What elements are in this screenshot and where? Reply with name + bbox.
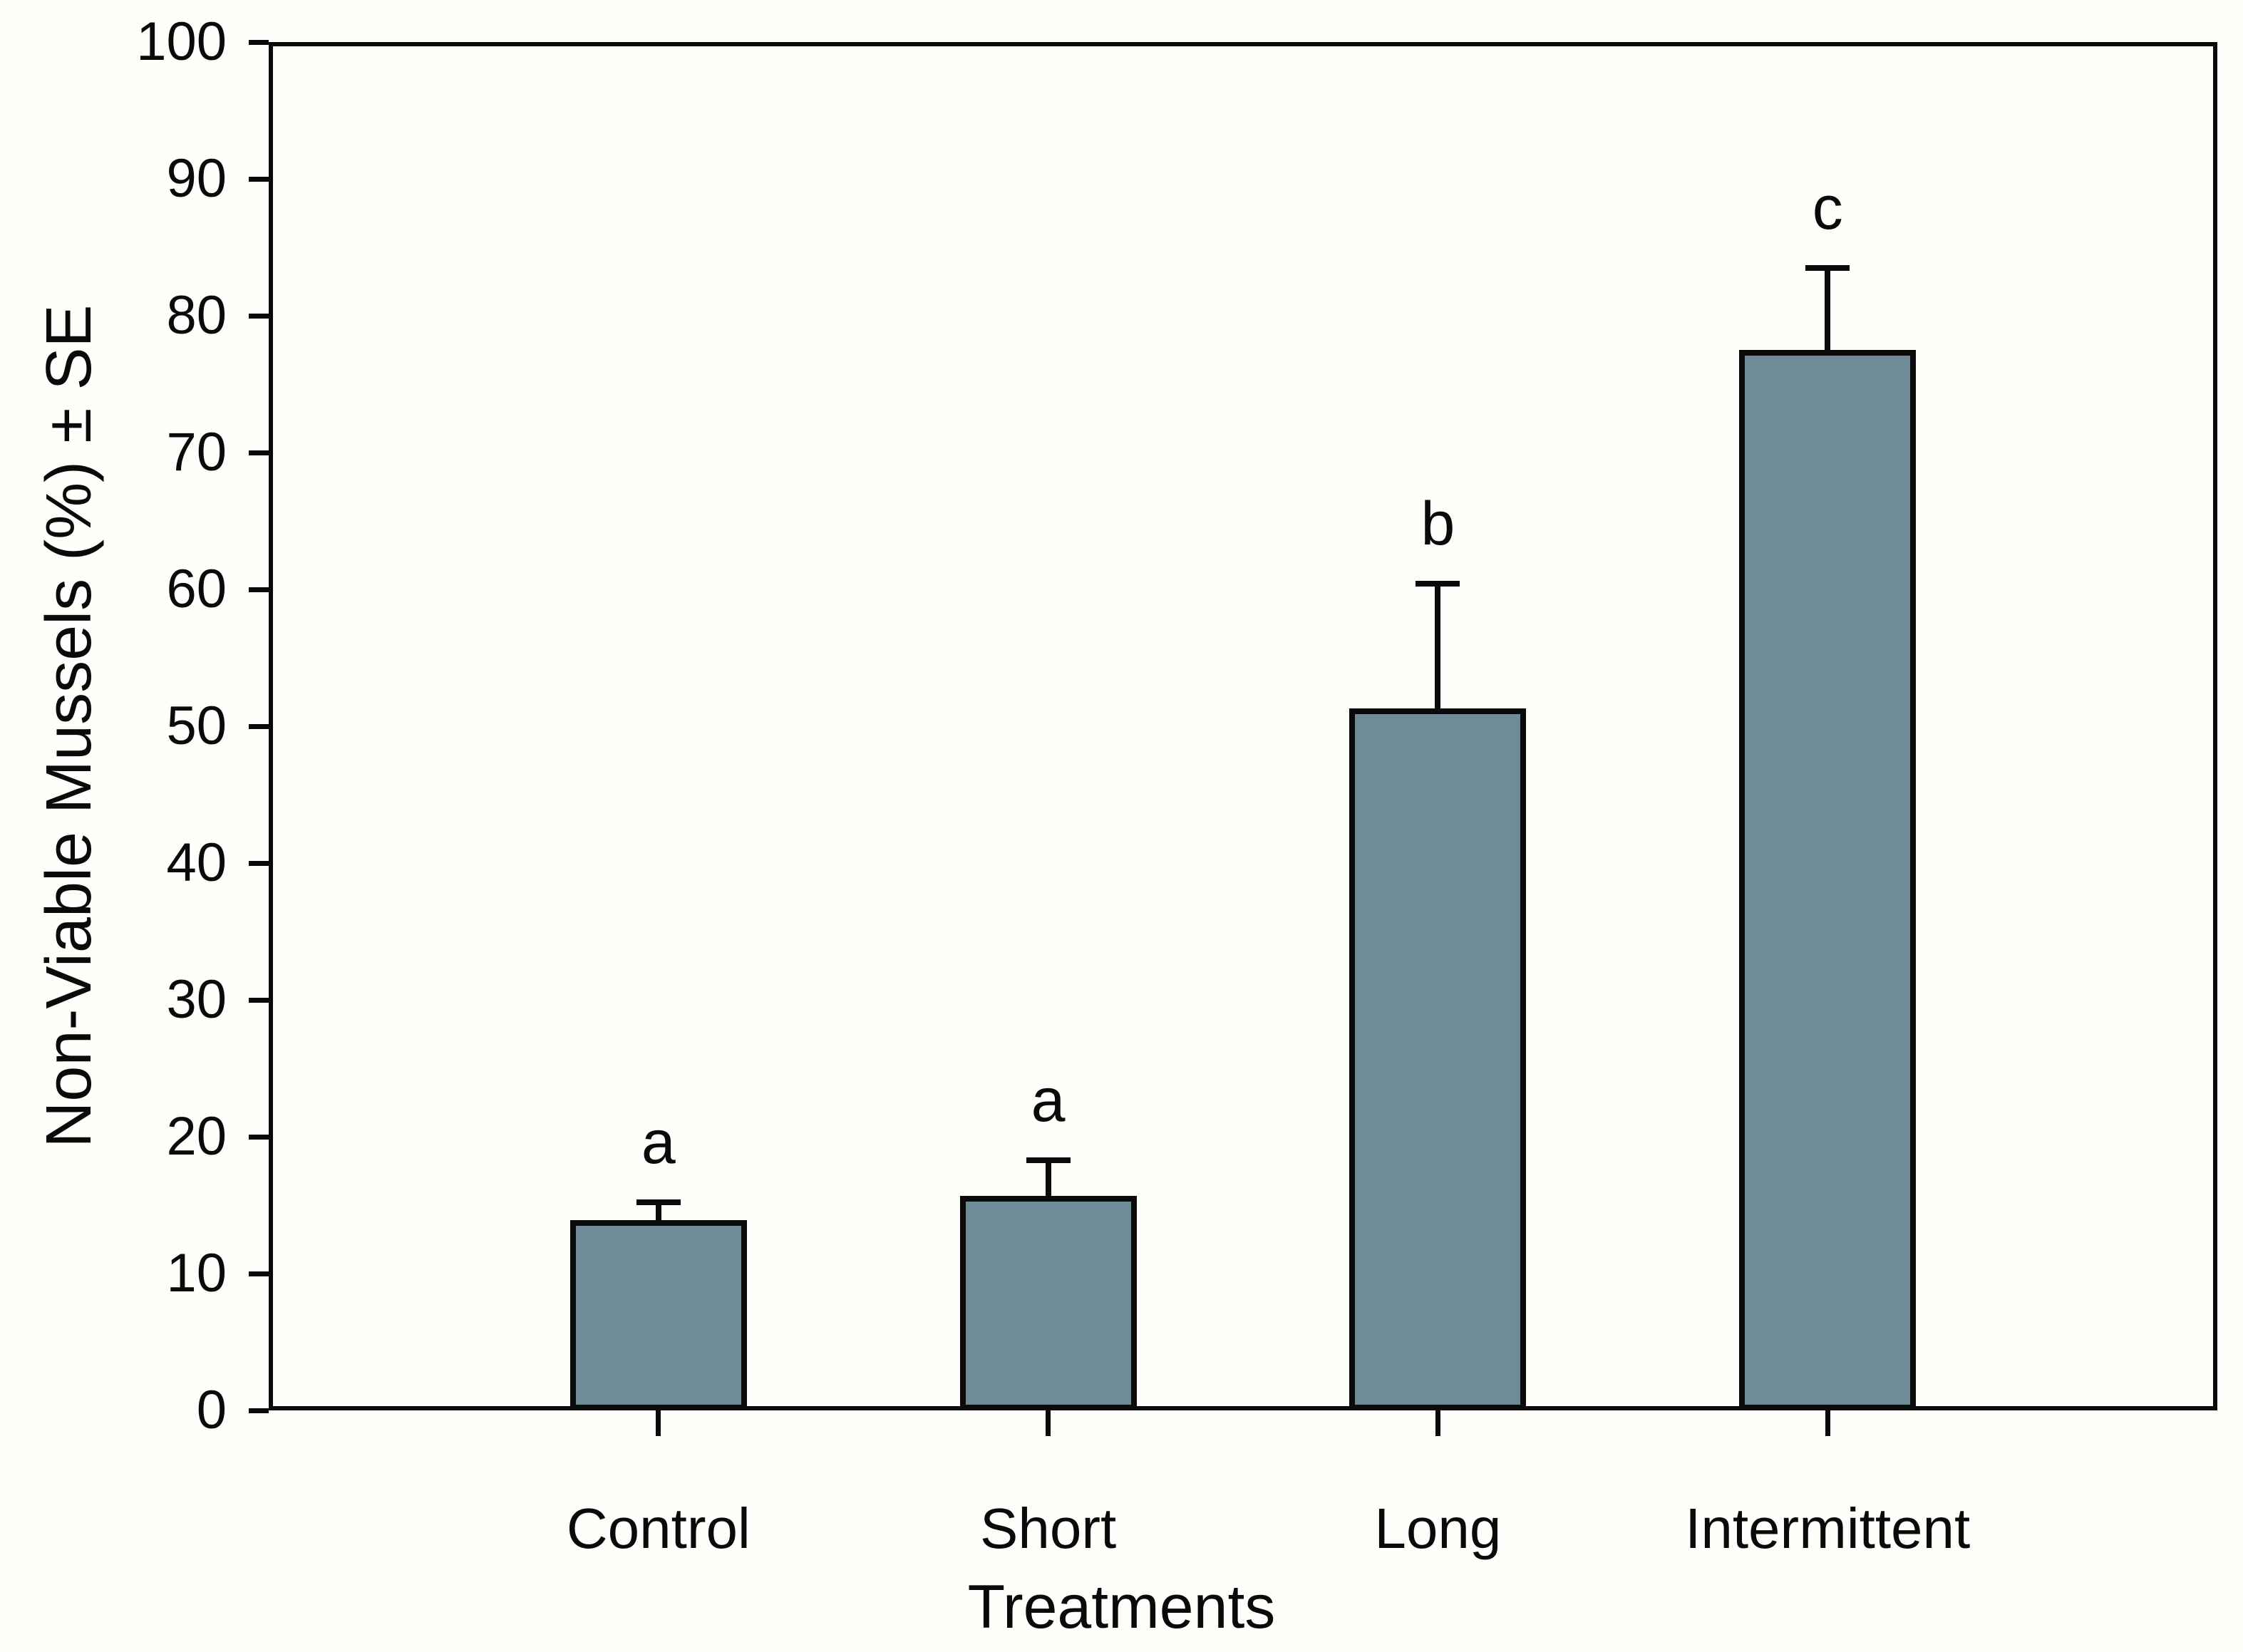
y-tick-label: 20 (166, 1106, 227, 1167)
x-axis-tick (656, 1410, 661, 1436)
y-tick-label: 50 (166, 696, 227, 756)
y-axis-tick (249, 723, 269, 729)
bar-intermittent (1739, 350, 1917, 1410)
bar-long (1349, 708, 1527, 1410)
y-tick-label: 10 (166, 1243, 227, 1303)
error-bar-control (655, 1202, 661, 1221)
x-tick-label-control: Control (566, 1497, 751, 1560)
x-axis-title: Treatments (967, 1573, 1276, 1641)
y-axis-tick (249, 1408, 269, 1413)
y-tick-label: 70 (166, 422, 227, 482)
y-tick-label: 0 (196, 1380, 227, 1440)
y-axis-tick (249, 860, 269, 866)
error-bar-short (1045, 1160, 1051, 1196)
x-tick-label-long: Long (1374, 1497, 1502, 1560)
y-axis-tick (249, 313, 269, 319)
y-tick-label: 60 (166, 559, 227, 619)
bar-control (569, 1220, 747, 1410)
plot-area (269, 42, 2217, 1410)
error-bar-cap-control (636, 1199, 681, 1206)
y-axis-tick (249, 1271, 269, 1276)
y-tick-label: 40 (166, 832, 227, 893)
x-axis-tick (1046, 1410, 1051, 1436)
y-axis-tick (249, 1134, 269, 1140)
error-bar-long (1435, 584, 1441, 709)
y-axis-tick (249, 39, 269, 45)
error-bar-cap-short (1026, 1157, 1071, 1163)
sig-letter-intermittent: c (1812, 173, 1843, 242)
y-tick-label: 100 (136, 11, 227, 72)
sig-letter-short: a (1031, 1065, 1066, 1135)
y-tick-label: 80 (166, 285, 227, 346)
error-bar-cap-long (1416, 581, 1460, 587)
x-axis-tick (1825, 1410, 1830, 1436)
y-axis-tick (249, 450, 269, 455)
sig-letter-control: a (641, 1108, 676, 1177)
y-tick-label: 90 (166, 148, 227, 209)
error-bar-intermittent (1825, 267, 1831, 350)
bar-short (959, 1195, 1137, 1410)
x-tick-label-intermittent: Intermittent (1685, 1497, 1971, 1560)
y-axis-tick (249, 997, 269, 1003)
x-axis-tick (1435, 1410, 1440, 1436)
error-bar-cap-intermittent (1805, 264, 1850, 271)
y-tick-label: 30 (166, 969, 227, 1030)
y-axis-tick (249, 176, 269, 182)
x-tick-label-short: Short (979, 1497, 1117, 1560)
sig-letter-long: b (1420, 490, 1455, 559)
y-axis-tick (249, 587, 269, 592)
